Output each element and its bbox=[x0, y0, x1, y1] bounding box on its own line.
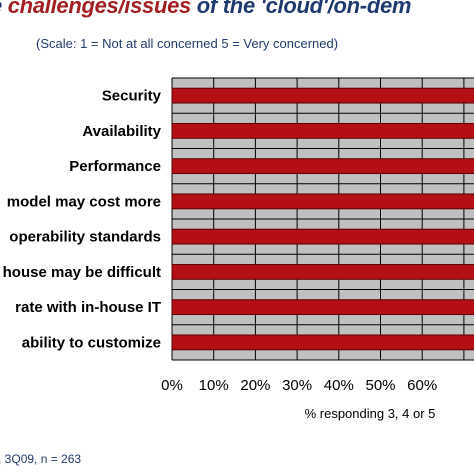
x-tick-label: 20% bbox=[240, 377, 270, 394]
chart-title: e challenges/issues of the 'cloud'/on-de… bbox=[0, 0, 474, 23]
category-label: ability to customize bbox=[22, 334, 161, 351]
category-label: model may cost more bbox=[7, 193, 161, 210]
source-footnote: nel, 3Q09, n = 263 bbox=[0, 452, 82, 466]
bar bbox=[171, 87, 474, 104]
category-label: Performance bbox=[69, 158, 161, 175]
category-label: Security bbox=[102, 88, 162, 105]
x-tick-label: 60% bbox=[407, 377, 437, 394]
bar bbox=[171, 122, 474, 139]
x-tick-label: 40% bbox=[324, 377, 354, 394]
bar bbox=[171, 299, 474, 316]
x-tick-label: 50% bbox=[365, 377, 395, 394]
bar bbox=[171, 334, 474, 351]
category-label: operability standards bbox=[9, 229, 161, 246]
bar bbox=[171, 228, 474, 245]
category-label: rate with in-house IT bbox=[15, 299, 161, 316]
x-axis-title: % responding 3, 4 or 5 bbox=[305, 406, 436, 421]
category-label: house may be difficult bbox=[3, 264, 161, 281]
title-accent: challenges/issues bbox=[7, 0, 192, 18]
x-tick-label: 10% bbox=[199, 377, 229, 394]
bar bbox=[171, 193, 474, 210]
bar bbox=[171, 263, 474, 280]
bar bbox=[171, 158, 474, 175]
x-tick-label: 30% bbox=[282, 377, 312, 394]
x-tick-label: 0% bbox=[161, 377, 183, 394]
title-rest: of the 'cloud'/on-dem bbox=[190, 0, 412, 18]
chart-subtitle: (Scale: 1 = Not at all concerned 5 = Ver… bbox=[36, 36, 339, 51]
title-start: e bbox=[0, 0, 8, 18]
category-label: Availability bbox=[82, 123, 161, 140]
